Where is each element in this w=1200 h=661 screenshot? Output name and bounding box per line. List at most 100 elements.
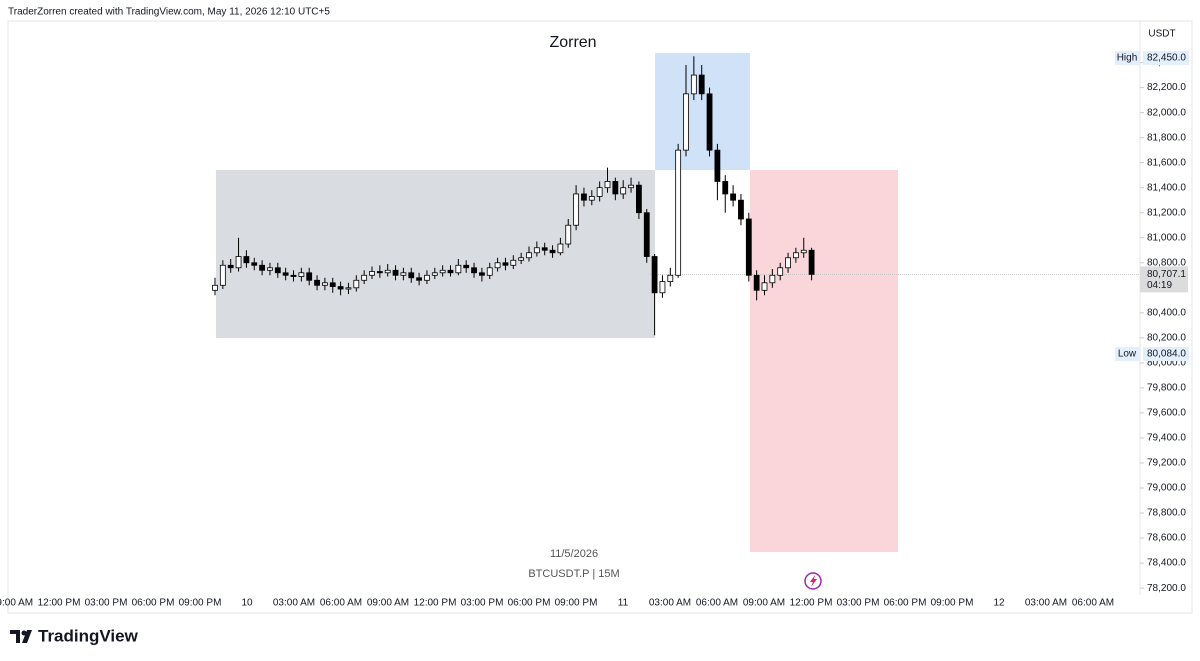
- candle-body: [777, 267, 784, 276]
- x-tick-label: 12:00 PM: [414, 598, 457, 609]
- candle-body: [345, 287, 352, 290]
- x-tick-label: 06:00 AM: [1072, 598, 1114, 609]
- candle-body: [400, 272, 407, 276]
- candle-body: [510, 259, 517, 266]
- candle-body: [675, 149, 682, 276]
- watermark-date: 11/5/2026: [550, 548, 598, 560]
- candle-body: [290, 274, 297, 277]
- candle-body: [745, 218, 752, 276]
- candle-body: [612, 181, 619, 195]
- y-tick-label: 80,800.0: [1147, 257, 1186, 268]
- x-tick-label: 09:00 AM: [743, 598, 785, 609]
- low-value-bg: [1143, 347, 1189, 361]
- x-tick-label: 06:00 AM: [696, 598, 738, 609]
- y-tick-label: 80,200.0: [1147, 332, 1186, 343]
- candle-body: [471, 267, 477, 274]
- low-value: 80,084.0: [1147, 349, 1186, 360]
- brand-logo: TradingView: [10, 626, 139, 645]
- candle-body: [361, 274, 368, 281]
- candle-body: [714, 149, 721, 182]
- low-name-bg: [1115, 347, 1140, 361]
- candle-body: [541, 247, 548, 251]
- candle-body: [439, 269, 446, 274]
- high-value-bg: [1143, 51, 1189, 65]
- y-tick-label: 82,200.0: [1147, 82, 1186, 93]
- chart-frame: [7, 20, 1193, 614]
- x-tick-label: 09:00 AM: [0, 598, 33, 609]
- candle-body: [667, 274, 674, 282]
- x-tick-label: 09:00 PM: [555, 598, 598, 609]
- candle-body: [628, 184, 634, 189]
- x-tick-label: 10: [241, 598, 253, 609]
- candle-body: [447, 269, 454, 274]
- candle-body: [793, 252, 799, 259]
- x-tick-label: 09:00 AM: [367, 598, 409, 609]
- candle-body: [659, 281, 666, 294]
- low-name: Low: [1118, 349, 1137, 360]
- candle-body: [306, 272, 313, 281]
- last-price-label: 80,707.1: [1147, 269, 1186, 280]
- candle-body: [329, 282, 336, 287]
- candle-body: [588, 196, 595, 201]
- last-price-box: [1140, 266, 1188, 293]
- y-tick-label: 81,400.0: [1147, 182, 1186, 193]
- x-tick-label: 03:00 PM: [461, 598, 504, 609]
- candle-body: [494, 262, 501, 269]
- y-tick-label: 81,600.0: [1147, 157, 1186, 168]
- candle-body: [478, 272, 485, 276]
- y-tick-label: 78,200.0: [1147, 583, 1186, 594]
- candle-body: [573, 193, 579, 226]
- currency-label: USDT: [1148, 29, 1175, 40]
- x-tick-label: 06:00 AM: [320, 598, 362, 609]
- candle-body: [557, 243, 564, 254]
- range-box: [216, 170, 655, 338]
- candle-body: [730, 193, 736, 201]
- candle-body: [596, 187, 603, 197]
- candle-body: [424, 274, 430, 281]
- candle-body: [604, 181, 611, 189]
- candle-body: [376, 271, 383, 274]
- x-tick-label: 09:00 PM: [931, 598, 974, 609]
- symbol-label: BTCUSDT.P | 15M: [528, 568, 619, 580]
- header-text: TraderZorren created with TradingView.co…: [8, 7, 330, 18]
- brand-name: TradingView: [38, 626, 139, 645]
- candle-body: [416, 277, 423, 281]
- candle-body: [808, 249, 815, 275]
- candle-body: [683, 93, 689, 151]
- candle-body: [392, 269, 399, 276]
- x-tick-label: 11: [618, 598, 629, 609]
- candle-body: [282, 272, 289, 276]
- y-tick-label: 79,800.0: [1147, 383, 1186, 394]
- chart-title: Zorren: [549, 34, 596, 51]
- high-name: High: [1117, 53, 1138, 64]
- candle-body: [643, 212, 650, 257]
- price-axis: 82,400.082,200.082,000.081,800.081,600.0…: [1115, 51, 1189, 594]
- lightning-icon: [804, 572, 822, 590]
- y-tick-label: 78,800.0: [1147, 508, 1186, 519]
- x-tick-label: 12:00 PM: [790, 598, 833, 609]
- y-tick-label: 79,000.0: [1147, 483, 1186, 494]
- x-tick-label: 09:00 PM: [179, 598, 222, 609]
- y-tick-label: 81,800.0: [1147, 132, 1186, 143]
- candle-body: [259, 264, 266, 271]
- x-tick-label: 03:00 PM: [85, 598, 128, 609]
- high-value: 82,450.0: [1147, 53, 1186, 64]
- y-tick-label: 81,200.0: [1147, 207, 1186, 218]
- y-tick-label: 79,200.0: [1147, 458, 1186, 469]
- candle-body: [636, 184, 642, 214]
- plot-area: [212, 56, 1140, 336]
- candle-body: [738, 199, 744, 220]
- candle-body: [314, 279, 320, 286]
- candle-body: [384, 269, 391, 274]
- candle-body: [227, 264, 234, 269]
- candle-body: [753, 274, 760, 291]
- candle-body: [800, 249, 807, 254]
- stop-zone: [750, 170, 898, 552]
- candle-body: [565, 224, 572, 245]
- candle-body: [321, 282, 328, 286]
- y-tick-label: 78,400.0: [1147, 558, 1186, 569]
- candle-body: [219, 264, 226, 286]
- candle-body: [518, 257, 525, 261]
